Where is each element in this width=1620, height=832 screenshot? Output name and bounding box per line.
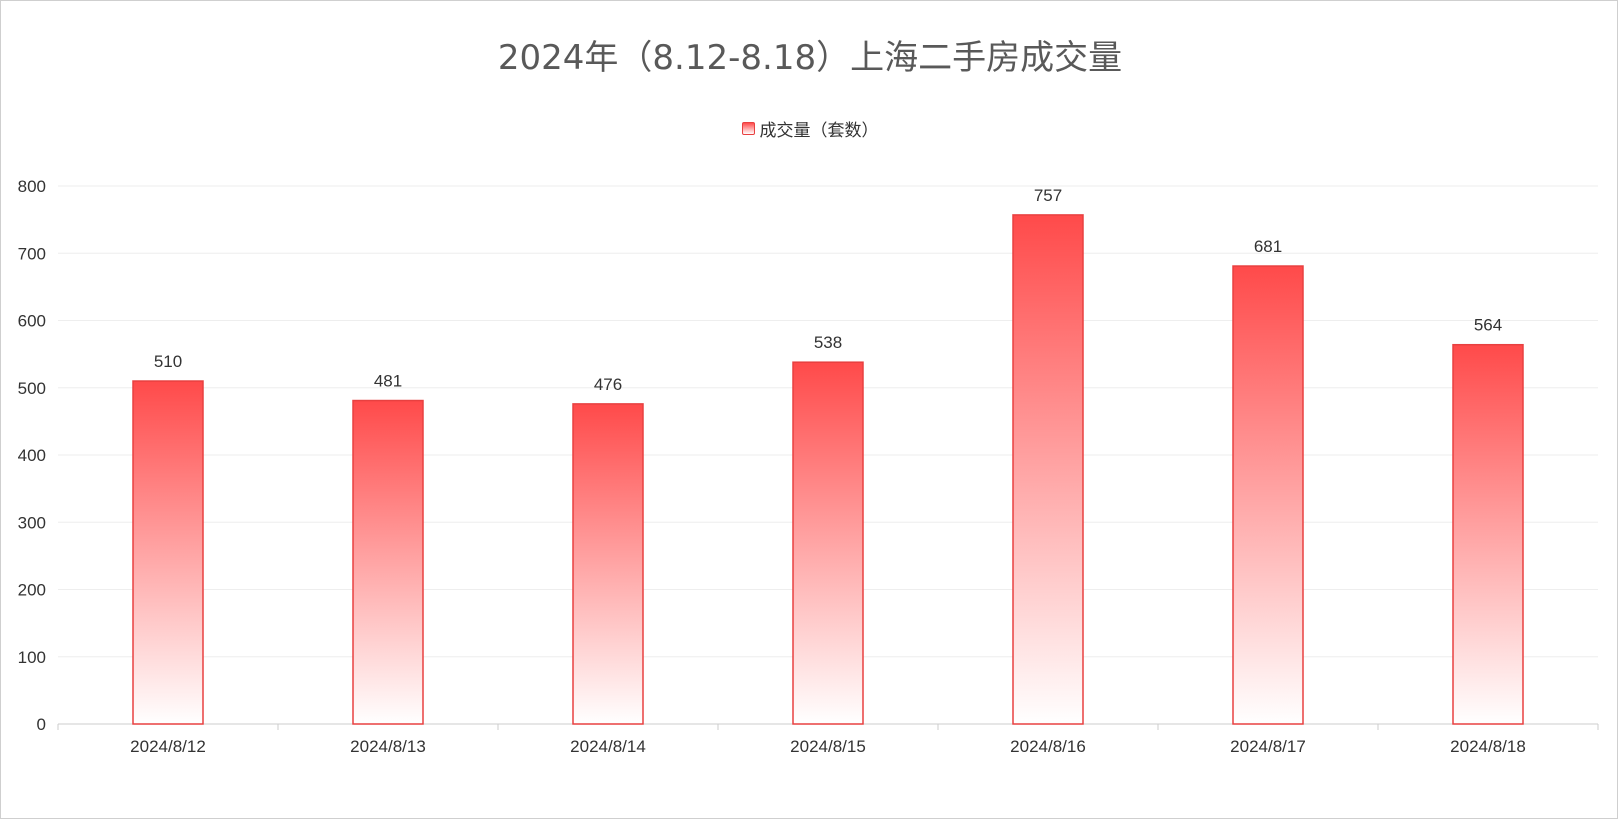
y-tick-label: 600 [18, 312, 46, 331]
x-tick-label: 2024/8/13 [350, 737, 426, 756]
x-tick-label: 2024/8/18 [1450, 737, 1526, 756]
bar-2024/8/15[interactable] [792, 361, 864, 725]
data-label: 510 [154, 352, 182, 371]
bar-2024/8/13[interactable] [352, 399, 424, 725]
data-label: 476 [594, 375, 622, 394]
legend-swatch [741, 122, 755, 135]
data-label: 481 [374, 372, 402, 391]
y-tick-label: 200 [18, 581, 46, 600]
x-tick-label: 2024/8/16 [1010, 737, 1086, 756]
bar-2024/8/14[interactable] [572, 403, 644, 725]
bar-2024/8/16[interactable] [1012, 214, 1084, 725]
y-tick-label: 700 [18, 244, 46, 263]
legend-label: 成交量（套数） [759, 121, 879, 141]
x-tick-label: 2024/8/12 [130, 737, 206, 756]
x-tick-label: 2024/8/15 [790, 737, 866, 756]
data-label: 538 [814, 333, 842, 352]
x-tick-label: 2024/8/14 [570, 737, 646, 756]
chart-title: 2024年（8.12-8.18）上海二手房成交量 [497, 38, 1123, 78]
x-tick-label: 2024/8/17 [1230, 737, 1306, 756]
y-tick-label: 0 [37, 715, 46, 734]
data-label: 681 [1254, 237, 1282, 256]
y-tick-label: 800 [18, 177, 46, 196]
legend[interactable]: 成交量（套数） [0, 116, 1620, 141]
bar-2024/8/18[interactable] [1452, 343, 1524, 725]
y-tick-label: 100 [18, 648, 46, 667]
data-label: 757 [1034, 186, 1062, 205]
y-tick-label: 400 [18, 446, 46, 465]
y-tick-label: 500 [18, 379, 46, 398]
data-label: 564 [1474, 316, 1502, 335]
bar-2024/8/12[interactable] [132, 380, 204, 725]
y-tick-label: 300 [18, 513, 46, 532]
bar-2024/8/17[interactable] [1232, 265, 1304, 725]
